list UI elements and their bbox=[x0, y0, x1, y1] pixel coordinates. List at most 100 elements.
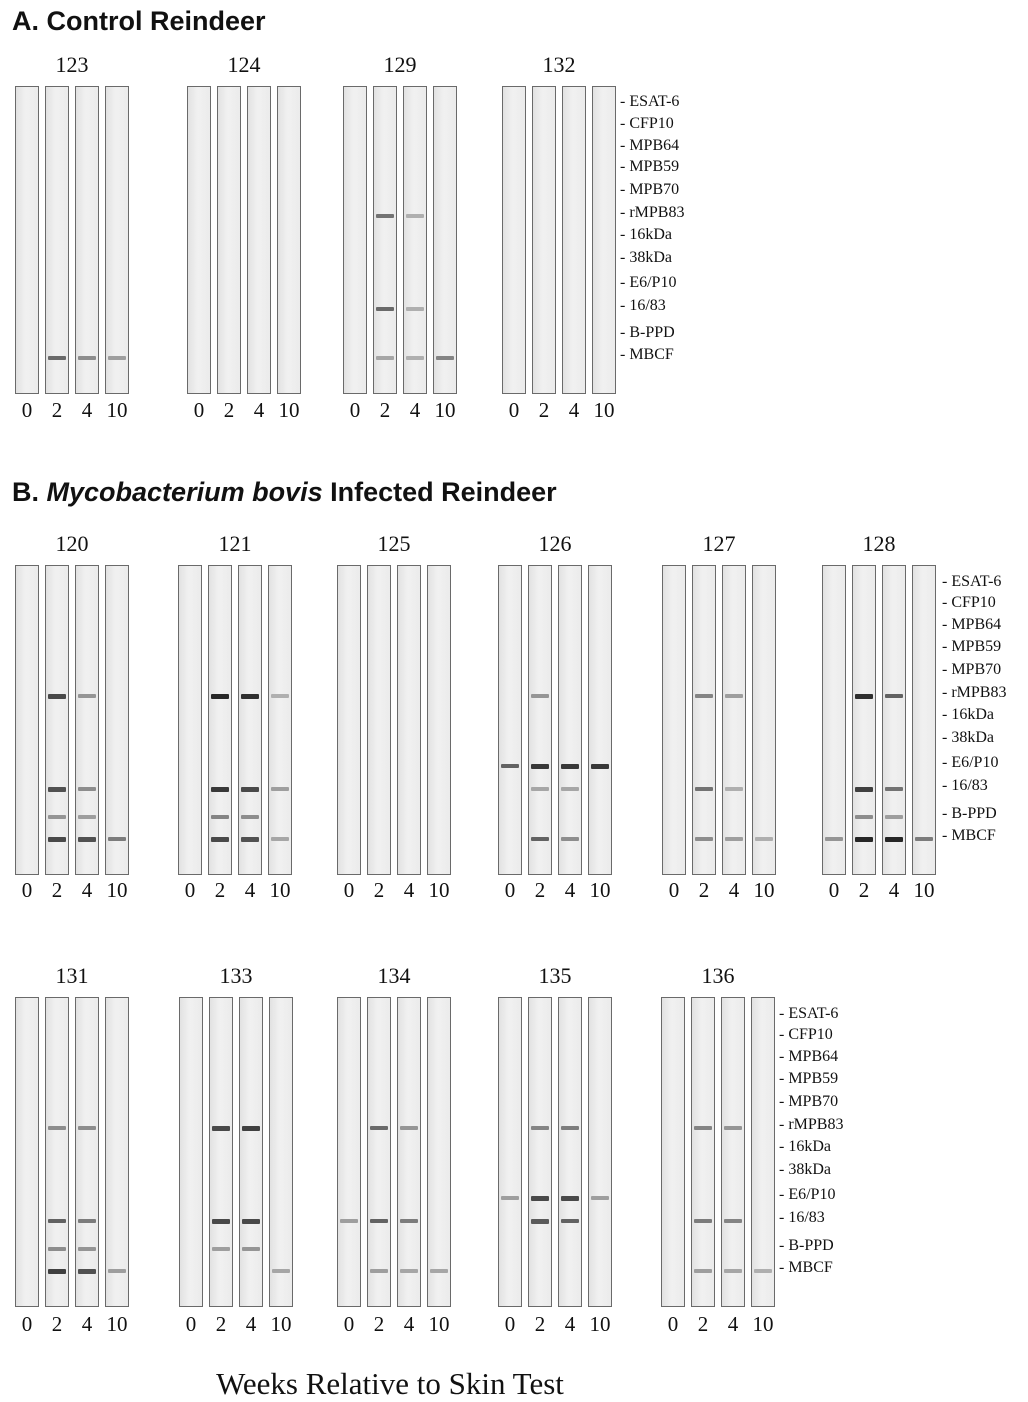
blot-strip bbox=[562, 86, 586, 394]
animal-id-label: 124 bbox=[227, 52, 261, 77]
week-label: 4 bbox=[409, 398, 421, 422]
antigen-band bbox=[561, 764, 579, 769]
antigen-band bbox=[561, 837, 579, 841]
antigen-label: - B-PPD bbox=[620, 324, 675, 341]
week-label: 4 bbox=[244, 878, 256, 902]
week-label: 0 bbox=[668, 878, 680, 902]
blot-strip bbox=[822, 565, 846, 875]
antigen-label: - MPB64 bbox=[620, 137, 680, 154]
antigen-band bbox=[241, 815, 259, 819]
blot-strip bbox=[528, 565, 552, 875]
week-label: 2 bbox=[534, 1312, 546, 1336]
antigen-band bbox=[725, 787, 743, 791]
antigen-band bbox=[376, 307, 394, 311]
antigen-label: - MPB59 bbox=[779, 1070, 839, 1087]
animal-id-label: 128 bbox=[862, 531, 896, 556]
antigen-band bbox=[406, 307, 424, 311]
week-label: 0 bbox=[667, 1312, 679, 1336]
week-label: 4 bbox=[564, 1312, 576, 1336]
blot-strip bbox=[208, 565, 232, 875]
antigen-band bbox=[501, 1196, 519, 1200]
antigen-band bbox=[531, 1126, 549, 1130]
antigen-band bbox=[825, 837, 843, 841]
blot-strip bbox=[661, 997, 685, 1307]
antigen-band bbox=[376, 356, 394, 360]
week-label: 4 bbox=[403, 1312, 415, 1336]
week-label: 0 bbox=[508, 398, 520, 422]
blot-strip bbox=[558, 565, 582, 875]
week-label: 4 bbox=[81, 398, 93, 422]
week-label: 2 bbox=[534, 878, 546, 902]
antigen-band bbox=[885, 787, 903, 791]
week-label: 4 bbox=[564, 878, 576, 902]
antigen-band bbox=[591, 764, 609, 769]
blot-strip bbox=[722, 565, 746, 875]
antigen-band bbox=[561, 1196, 579, 1201]
blot-strip bbox=[403, 86, 427, 394]
animal-id-label: 127 bbox=[702, 531, 736, 556]
week-label: 2 bbox=[858, 878, 870, 902]
antigen-label: - 16/83 bbox=[779, 1209, 825, 1226]
antigen-band bbox=[400, 1269, 418, 1273]
week-label: 0 bbox=[343, 1312, 355, 1336]
antigen-band bbox=[211, 787, 229, 792]
week-label: 0 bbox=[828, 878, 840, 902]
blot-strip bbox=[105, 565, 129, 875]
animal-id-label: 121 bbox=[218, 531, 252, 556]
antigen-band bbox=[340, 1219, 358, 1223]
blot-strip bbox=[268, 565, 292, 875]
antigen-band bbox=[48, 1269, 66, 1274]
antigen-label: - E6/P10 bbox=[779, 1186, 836, 1203]
week-label: 10 bbox=[269, 878, 291, 902]
week-label: 0 bbox=[504, 1312, 516, 1336]
antigen-band bbox=[885, 694, 903, 698]
antigen-band bbox=[271, 694, 289, 698]
antigen-label: - CFP10 bbox=[942, 594, 996, 611]
week-label: 10 bbox=[753, 878, 775, 902]
antigen-band bbox=[695, 787, 713, 791]
antigen-band bbox=[725, 694, 743, 698]
antigen-band bbox=[400, 1126, 418, 1130]
blot-strip bbox=[269, 997, 293, 1307]
blot-strip bbox=[752, 565, 776, 875]
blot-strip bbox=[238, 565, 262, 875]
week-label: 2 bbox=[373, 878, 385, 902]
blot-strip bbox=[912, 565, 936, 875]
antigen-band bbox=[272, 1269, 290, 1273]
antigen-label: - ESAT-6 bbox=[942, 573, 1002, 590]
week-label: 0 bbox=[21, 398, 33, 422]
antigen-band bbox=[78, 356, 96, 360]
section-b-title: B. Mycobacterium bovis Infected Reindeer bbox=[12, 477, 557, 508]
antigen-band bbox=[48, 1219, 66, 1223]
blot-strip bbox=[277, 86, 301, 394]
antigen-band bbox=[591, 1196, 609, 1200]
week-label: 2 bbox=[51, 1312, 63, 1336]
antigen-label: - ESAT-6 bbox=[779, 1005, 839, 1022]
antigen-band bbox=[78, 1247, 96, 1251]
antigen-label: - rMPB83 bbox=[779, 1116, 844, 1133]
week-label: 2 bbox=[698, 878, 710, 902]
week-label: 0 bbox=[343, 878, 355, 902]
week-label: 0 bbox=[185, 1312, 197, 1336]
blot-strip bbox=[397, 565, 421, 875]
blot-strip bbox=[15, 997, 39, 1307]
antigen-band bbox=[108, 356, 126, 360]
antigen-band bbox=[885, 815, 903, 819]
antigen-band bbox=[78, 837, 96, 842]
antigen-label: - 38kDa bbox=[779, 1161, 831, 1178]
blot-strip bbox=[692, 565, 716, 875]
week-label: 2 bbox=[223, 398, 235, 422]
antigen-band bbox=[271, 837, 289, 841]
blot-strip bbox=[239, 997, 263, 1307]
week-label: 10 bbox=[434, 398, 456, 422]
antigen-band bbox=[48, 1126, 66, 1130]
antigen-label: - MBCF bbox=[942, 827, 996, 844]
blot-strip bbox=[721, 997, 745, 1307]
antigen-band bbox=[695, 694, 713, 698]
week-label: 4 bbox=[727, 1312, 739, 1336]
antigen-label: - E6/P10 bbox=[942, 754, 999, 771]
antigen-band bbox=[242, 1219, 260, 1224]
week-label: 4 bbox=[728, 878, 740, 902]
week-label: 0 bbox=[349, 398, 361, 422]
blot-strip bbox=[247, 86, 271, 394]
